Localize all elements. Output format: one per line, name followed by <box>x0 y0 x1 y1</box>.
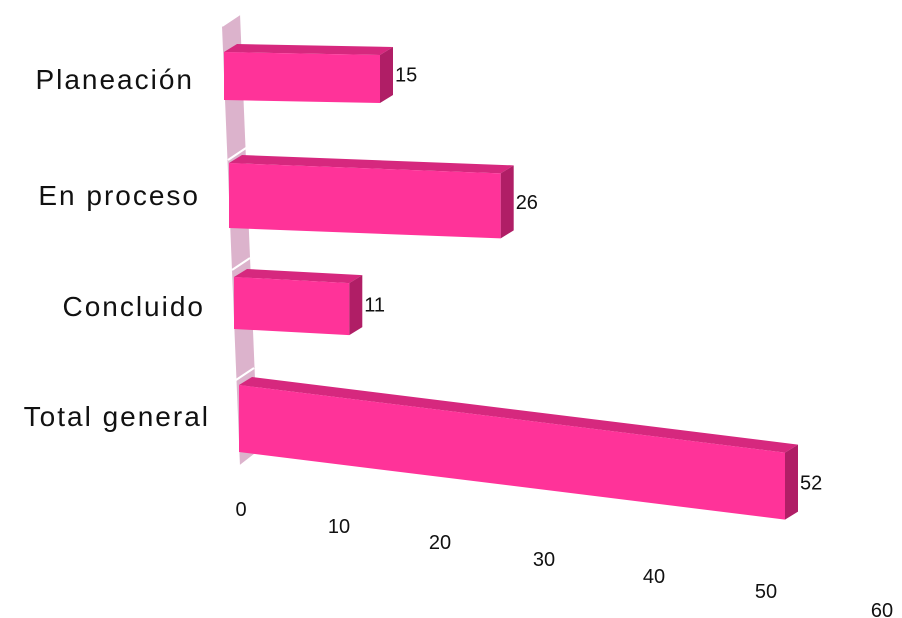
bars-group <box>224 44 798 520</box>
bar-side-face <box>785 444 798 520</box>
bar-1 <box>229 155 514 239</box>
bar-front-face <box>224 52 380 103</box>
tick-labels: 0 10 20 30 40 50 60 <box>235 499 893 618</box>
bar-top-face <box>234 269 363 284</box>
value-labels: 15 26 11 52 <box>364 64 822 494</box>
x-tick-label: 60 <box>871 600 893 618</box>
x-tick-label: 30 <box>533 549 555 571</box>
bar-side-face <box>349 275 363 336</box>
axis-wall-line <box>227 147 247 161</box>
bar-2 <box>234 269 363 336</box>
bar-3 <box>239 377 798 520</box>
bar-top-face <box>239 377 798 453</box>
category-label: Total general <box>24 401 210 432</box>
category-label: Concluido <box>62 291 205 322</box>
axis-wall <box>221 13 259 467</box>
bar-front-face <box>234 277 350 336</box>
value-label: 15 <box>395 64 417 86</box>
axis-wall-line <box>221 13 241 27</box>
category-label: En proceso <box>38 180 200 211</box>
bar-top-face <box>229 155 514 174</box>
category-label: Planeación <box>35 64 194 95</box>
axis-wall-line <box>239 451 259 467</box>
value-label: 11 <box>364 295 385 317</box>
x-tick-label: 40 <box>643 566 665 588</box>
bar-front-face <box>239 385 785 520</box>
bar-side-face <box>380 47 393 103</box>
bar-front-face <box>229 163 501 239</box>
bar-side-face <box>500 165 514 239</box>
axis-wall-line <box>235 367 255 381</box>
category-labels: Planeación En proceso Concluido Total gener… <box>24 64 210 432</box>
axis-wall-line <box>231 257 251 271</box>
x-tick-label: 10 <box>328 516 350 538</box>
x-tick-label: 20 <box>429 532 451 554</box>
x-tick-label: 0 <box>235 499 246 521</box>
bar-top-face <box>224 44 393 55</box>
value-label: 52 <box>800 473 822 495</box>
bar-0 <box>224 44 393 103</box>
x-tick-label: 50 <box>755 581 777 603</box>
axis-wall-panel <box>222 14 258 466</box>
value-label: 26 <box>516 192 538 214</box>
